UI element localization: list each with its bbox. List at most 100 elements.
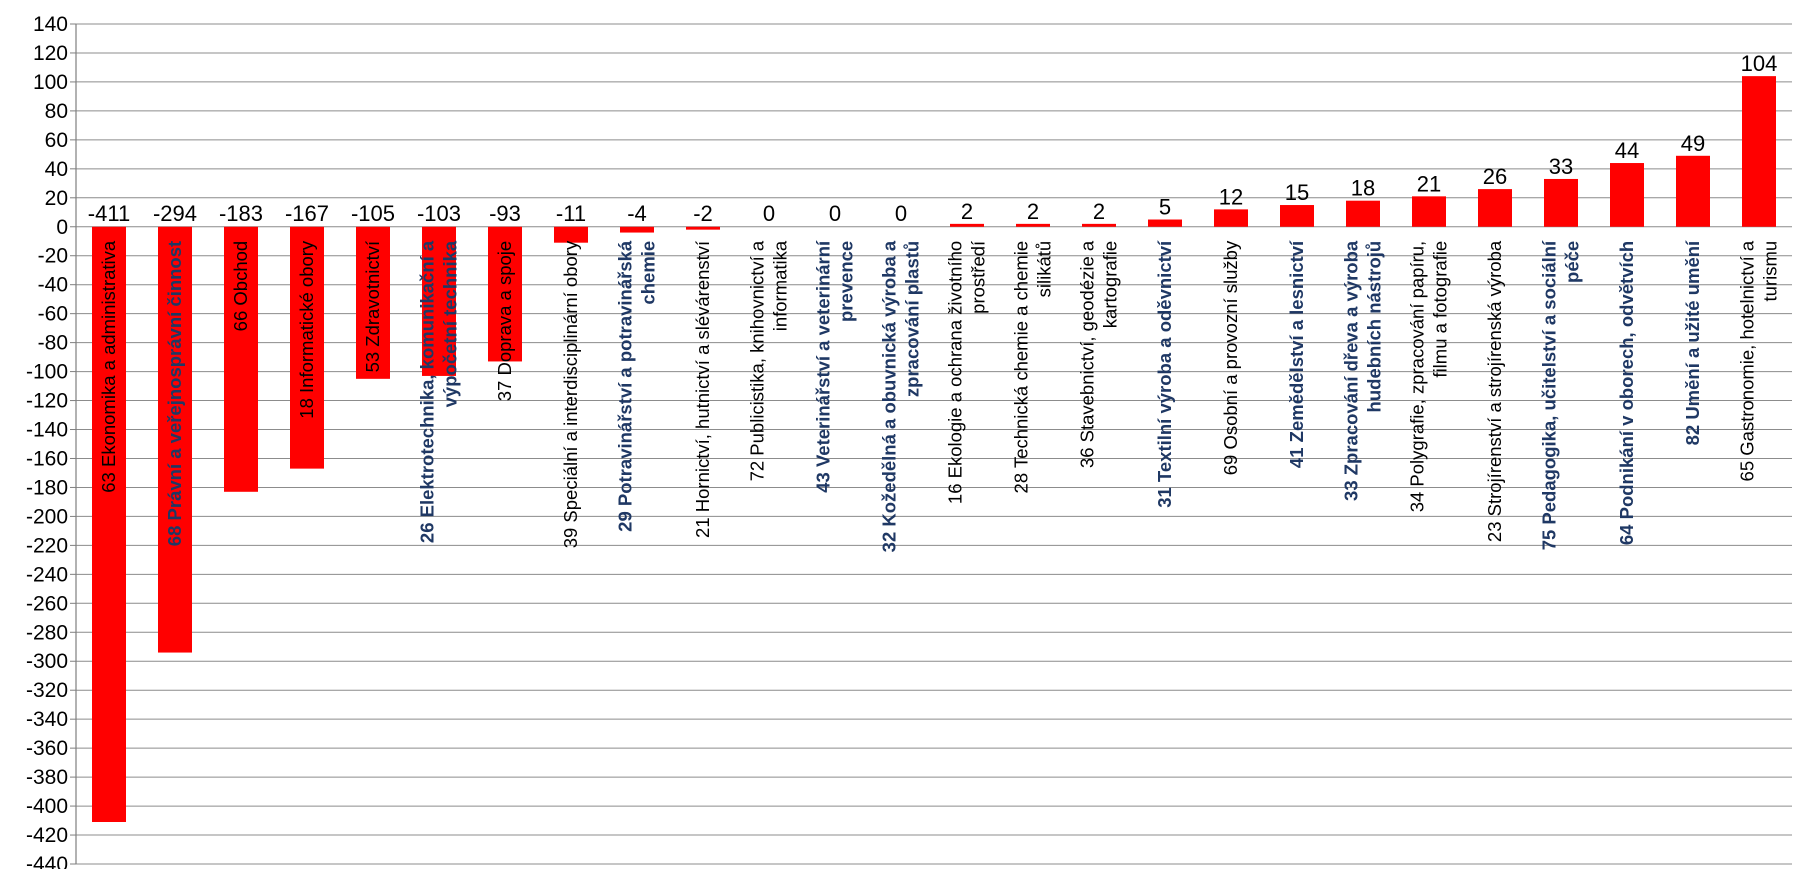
data-label: -11: [556, 201, 586, 226]
bar: [1544, 178, 1578, 227]
bar: [1610, 163, 1644, 227]
y-tick-label: 100: [33, 71, 68, 94]
y-tick-label: 120: [33, 42, 68, 65]
bar: [1214, 209, 1248, 227]
y-tick-label: -100: [26, 361, 68, 384]
data-label: -103: [417, 201, 461, 226]
category-label: 31 Textilní výroba a oděvnictví: [1154, 240, 1175, 508]
data-label: -294: [153, 201, 197, 226]
bar: [92, 226, 126, 823]
category-label: 64 Podnikání v oborech, odvětvích: [1616, 241, 1637, 545]
data-label: -183: [219, 201, 263, 226]
category-label-line: zpracování plastů: [902, 241, 923, 397]
y-tick-label: -60: [38, 303, 68, 326]
category-label: 63 Ekonomika a administrativa: [98, 240, 119, 493]
y-tick-label: -340: [26, 708, 68, 731]
y-tick-label: 40: [45, 158, 68, 181]
category-label: 65 Gastronomie, hotelnictví a turismu: [1737, 240, 1781, 481]
category-label-line: 16 Ekologie a ochrana životního: [945, 241, 966, 504]
data-label: 33: [1549, 154, 1573, 179]
bar: [950, 223, 984, 227]
bar: [686, 226, 720, 230]
data-label: -411: [88, 201, 130, 226]
category-label-line: 29 Potravinářství a potravinářská: [615, 240, 636, 532]
gridlines: [76, 23, 1792, 865]
data-label: 2: [1093, 199, 1105, 224]
category-label-line: 72 Publicistika, knihovnictví a: [747, 240, 768, 481]
y-tick-label: -120: [26, 390, 68, 413]
category-label: 34 Polygrafie, zpracování papíru, filmu a…: [1407, 241, 1451, 513]
category-label: 21 Hornictví, hutnictví a slévárenství: [692, 240, 713, 538]
category-label: 75 Pedagogika, učitelství a sociální péče: [1539, 240, 1583, 550]
category-label-line: 75 Pedagogika, učitelství a sociální: [1539, 240, 1560, 550]
data-label: 15: [1285, 180, 1309, 205]
category-label-line: péče: [1562, 241, 1583, 283]
y-tick-label: -300: [26, 650, 68, 673]
category-label-line: 39 Speciální a interdisciplinární obory: [560, 240, 581, 548]
category-label-line: filmu a fotografie: [1430, 241, 1451, 378]
category-label: 68 Právní a veřejnosprávní činnost: [164, 241, 185, 546]
category-label-line: 82 Umění a užité umění: [1682, 240, 1703, 445]
data-label: 12: [1219, 184, 1243, 209]
category-label: 69 Osobní a provozní služby: [1220, 240, 1241, 475]
category-label-line: 64 Podnikání v oborech, odvětvích: [1616, 241, 1637, 545]
category-label-line: 26 Elektrotechnika, komunikační a: [417, 240, 438, 543]
category-label-line: prostředí: [968, 240, 989, 314]
category-label-line: 63 Ekonomika a administrativa: [98, 240, 119, 493]
data-label: 0: [829, 201, 841, 226]
category-label: 32 Kožedělná a obuvnická výroba a zpracov…: [879, 240, 923, 552]
category-label-line: 53 Zdravotnictví: [362, 240, 383, 372]
category-label: 39 Speciální a interdisciplinární obory: [560, 240, 581, 548]
category-label: 29 Potravinářství a potravinářská chemie: [615, 240, 659, 532]
data-label: 49: [1681, 131, 1705, 156]
data-label: 104: [1741, 51, 1778, 76]
bar: [1742, 76, 1776, 227]
category-label-line: 31 Textilní výroba a oděvnictví: [1154, 240, 1175, 508]
category-label-line: 65 Gastronomie, hotelnictví a: [1737, 240, 1758, 481]
y-tick-label: 80: [45, 100, 68, 123]
data-label: -4: [627, 201, 647, 226]
y-tick-label: -220: [26, 534, 68, 557]
data-label: 44: [1615, 138, 1639, 163]
y-tick-label: -400: [26, 795, 68, 818]
data-label: -93: [489, 201, 521, 226]
y-tick-label: -260: [26, 592, 68, 615]
data-label: 5: [1159, 195, 1171, 220]
y-tick-label: -160: [26, 447, 68, 470]
y-tick-label: -80: [38, 332, 68, 355]
category-label-line: 66 Obchod: [230, 241, 251, 332]
bar: [1346, 200, 1380, 227]
bar: [224, 226, 258, 492]
category-label-line: 18 Informatické obory: [296, 240, 317, 419]
category-label-line: 68 Právní a veřejnosprávní činnost: [164, 241, 185, 546]
category-label: 72 Publicistika, knihovnictví a informati…: [747, 240, 791, 481]
category-label-line: 23 Strojírenství a strojírenská výroba: [1484, 240, 1505, 542]
y-tick-label: -440: [26, 853, 68, 869]
bars: [92, 76, 1776, 823]
bar: [1016, 223, 1050, 227]
category-label: 28 Technická chemie a chemie silikátů: [1011, 241, 1055, 494]
bar: [1082, 223, 1116, 227]
data-label: 18: [1351, 176, 1375, 201]
category-label: 37 Doprava a spoje: [494, 241, 515, 401]
data-label: 26: [1483, 164, 1507, 189]
bar: [554, 226, 588, 243]
bar: [290, 226, 324, 469]
bar: [1148, 219, 1182, 227]
category-label: 43 Veterinářství a veterinární prevence: [813, 240, 857, 493]
data-label: 2: [1027, 199, 1039, 224]
data-label: 2: [961, 199, 973, 224]
y-tick-label: 0: [56, 216, 68, 239]
y-tick-label: -200: [26, 505, 68, 528]
data-label: 0: [763, 201, 775, 226]
category-label: 23 Strojírenství a strojírenská výroba: [1484, 240, 1505, 542]
bar: [356, 226, 390, 379]
category-label-line: 36 Stavebnictví, geodézie a: [1077, 240, 1098, 468]
y-tick-label: -280: [26, 621, 68, 644]
category-label: 18 Informatické obory: [296, 240, 317, 419]
category-label-line: kartografie: [1100, 241, 1121, 328]
category-label-line: 34 Polygrafie, zpracování papíru,: [1407, 241, 1428, 513]
category-label-line: silikátů: [1034, 241, 1055, 298]
category-label: 26 Elektrotechnika, komunikační a výpočet…: [417, 240, 461, 543]
